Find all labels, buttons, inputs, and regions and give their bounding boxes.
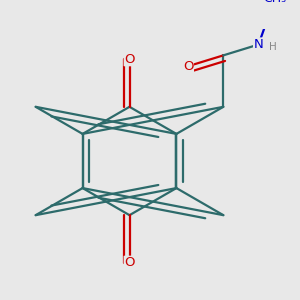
Text: N: N (254, 38, 263, 51)
Text: O: O (183, 60, 194, 73)
Text: O: O (124, 256, 135, 269)
Text: O: O (124, 53, 135, 66)
Text: H: H (269, 43, 277, 52)
Text: CH₃: CH₃ (263, 0, 286, 5)
